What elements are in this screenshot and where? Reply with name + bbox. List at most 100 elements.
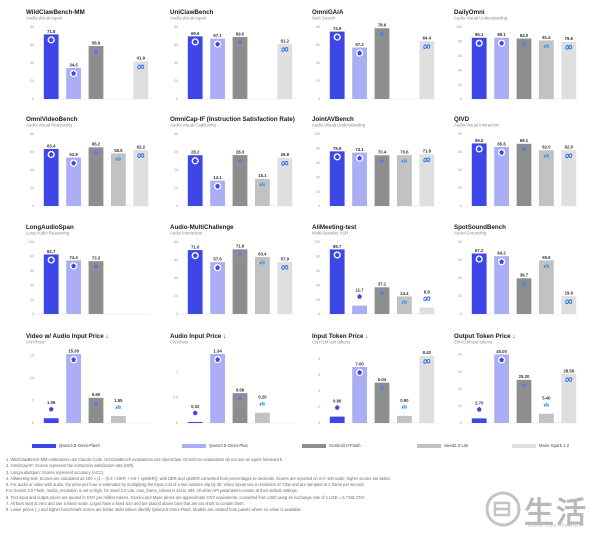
data-label: 84.0: [520, 33, 529, 38]
y-tick-label: 20: [30, 298, 34, 302]
data-label: 74.4: [69, 255, 78, 260]
data-label: 7.00: [355, 361, 364, 366]
y-tick-label: 40: [458, 168, 462, 172]
data-label: 65.6: [497, 141, 506, 146]
bar: [88, 261, 104, 314]
bar: [329, 151, 345, 206]
seed-logo-icon: [543, 153, 549, 158]
qwen-logo-icon: [498, 258, 506, 266]
data-label: 64.2: [497, 251, 506, 256]
chart-title: Input Token Price ↓: [312, 333, 368, 340]
bar: [133, 150, 149, 206]
qwen-logo-icon: [70, 356, 78, 364]
bar: [561, 41, 577, 99]
data-label: 40.00: [496, 349, 507, 354]
bar: [111, 416, 126, 423]
y-tick-label: 4: [318, 389, 320, 393]
bar: [471, 253, 487, 314]
data-label: 71.8: [423, 149, 432, 154]
bar: [88, 147, 104, 206]
seed-logo-icon: [259, 401, 265, 406]
watermark-text: 生活: [524, 496, 588, 531]
qwen-logo-icon: [475, 145, 483, 153]
y-tick-label: 100: [314, 240, 320, 244]
bar: [232, 155, 248, 206]
chart-subtitle: Audio-Visual Agent: [170, 16, 207, 21]
gemini-logo-icon: [378, 289, 386, 296]
qwen-logo-icon: [498, 356, 506, 364]
chart-title: OmniCap-IF (Instruction Satisfaction Rat…: [170, 116, 295, 123]
y-tick-label: 40: [316, 61, 320, 65]
data-label: 71.8: [47, 29, 56, 34]
footnote: 6. Text input and output prices are quot…: [6, 494, 366, 500]
bar: [374, 287, 390, 314]
y-tick-label: 20: [458, 83, 462, 87]
y-tick-label: 40: [458, 68, 462, 72]
bar: [561, 296, 577, 314]
qwen-logo-icon: [214, 40, 222, 48]
seed-logo-icon: [543, 43, 549, 48]
qwen-logo-icon: [356, 292, 364, 301]
seed-logo-icon: [543, 263, 549, 268]
bar: [397, 155, 412, 206]
data-label: 8.40: [423, 350, 432, 355]
bar: [329, 416, 345, 423]
data-label: 41.9: [137, 56, 146, 61]
qwen-logo-icon: [47, 405, 55, 413]
y-tick-label: 60: [30, 269, 34, 273]
chart-title: JointAVBench: [312, 116, 354, 123]
y-tick-label: 80: [174, 240, 178, 244]
y-tick-label: 40: [174, 61, 178, 65]
legend-swatch: [182, 443, 206, 448]
chart-title: AliMeeting-test: [312, 224, 356, 231]
y-tick-label: 60: [30, 43, 34, 47]
y-tick-label: 40: [458, 353, 462, 357]
legend-label: Gemini3.0-Flash: [329, 443, 361, 448]
y-tick-label: 0: [318, 312, 320, 316]
meta-logo-icon: [281, 160, 289, 166]
y-tick-label: 0: [318, 97, 320, 101]
bar: [43, 254, 59, 314]
meta-logo-icon: [565, 153, 573, 159]
data-label: 69.1: [520, 138, 529, 143]
bar: [539, 40, 554, 99]
y-tick-label: 60: [458, 150, 462, 154]
data-label: 57.9: [281, 256, 290, 261]
data-label: 0.80: [333, 399, 342, 404]
bar: [43, 34, 59, 99]
y-tick-label: 80: [458, 240, 462, 244]
legend-swatch: [302, 443, 326, 448]
y-tick-label: 0: [460, 97, 462, 101]
qwen-logo-icon: [70, 69, 78, 78]
qwen-logo-icon: [356, 49, 364, 57]
y-tick-label: 5: [32, 399, 34, 403]
y-tick-label: 0: [176, 421, 178, 425]
gemini-logo-icon: [92, 48, 100, 55]
chart-panel: Audio Input Price ↓CNY/hour 0 0.5 1 0.02 1.34…: [170, 333, 294, 425]
data-label: 67.1: [213, 33, 222, 38]
data-label: 61.2: [281, 38, 290, 43]
data-label: 63.4: [258, 251, 267, 256]
y-tick-label: 20: [30, 186, 34, 190]
footnote: 8. Lower prices (↓) and higher benchmark…: [6, 507, 302, 513]
chart-subtitle: Audio-Visual Understanding: [312, 123, 366, 128]
data-label: 64.4: [423, 35, 432, 40]
bar: [66, 354, 81, 423]
seed-logo-icon: [543, 402, 549, 407]
chart-title: OmniGAIA: [312, 9, 344, 16]
data-label: 1.55: [114, 398, 123, 403]
y-tick-label: 15: [30, 354, 34, 358]
chart-panel: Video w/ Audio Input Price ↓CNY/hour 0 5 10…: [26, 333, 150, 425]
bar: [88, 397, 104, 423]
chart-title: Audio Input Price ↓: [170, 333, 226, 340]
data-label: 62.2: [137, 144, 146, 149]
bar: [494, 256, 509, 314]
qwen-logo-icon: [47, 150, 55, 159]
chart-subtitle: Audio Interaction: [170, 231, 203, 236]
bar: [66, 260, 81, 314]
data-label: 2.70: [475, 400, 484, 405]
